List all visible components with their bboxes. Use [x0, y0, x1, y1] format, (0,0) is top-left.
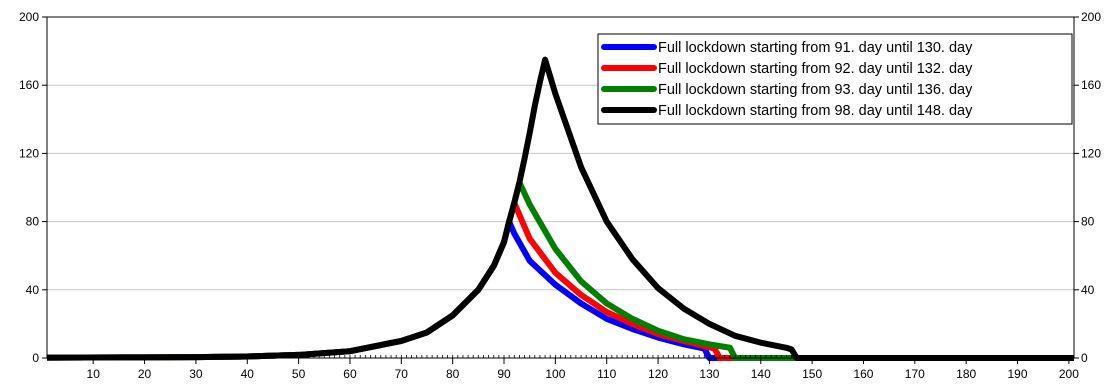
- y-tick-label-left: 80: [26, 215, 40, 229]
- x-tick-label: 150: [802, 367, 822, 381]
- y-tick-label-left: 200: [19, 10, 39, 24]
- x-tick-label: 40: [241, 367, 255, 381]
- x-tick-label: 70: [395, 367, 409, 381]
- x-tick-label: 20: [138, 367, 152, 381]
- legend-label: Full lockdown starting from 92. day unti…: [658, 61, 973, 77]
- x-tick-label: 190: [1007, 367, 1027, 381]
- series-line-3: [46, 179, 1074, 361]
- x-tick-label: 170: [905, 367, 925, 381]
- x-tick-label: 180: [956, 367, 976, 381]
- x-tick-label: 140: [751, 367, 771, 381]
- x-tick-label: 10: [87, 367, 101, 381]
- x-tick-label: 60: [343, 367, 357, 381]
- x-tick-label: 130: [699, 367, 719, 381]
- y-tick-label-right: 120: [1081, 146, 1101, 160]
- y-axis-right: 0 40 80 120 160 200: [1074, 10, 1101, 365]
- x-tick-label: 120: [648, 367, 668, 381]
- x-axis: 10 20 30 40 50 60 70 80 90 100 110 120 130 140 150 160 1…: [46, 355, 1079, 381]
- y-tick-label-right: 160: [1081, 78, 1101, 92]
- legend-label: Full lockdown starting from 93. day unti…: [658, 82, 973, 98]
- y-tick-label-right: 0: [1081, 351, 1088, 365]
- series-lines: [46, 56, 1074, 361]
- x-tick-label: 90: [497, 367, 511, 381]
- x-tick-label: 80: [446, 367, 460, 381]
- y-tick-label-left: 120: [19, 146, 39, 160]
- x-tick-label: 100: [545, 367, 565, 381]
- x-tick-label: 160: [853, 367, 873, 381]
- y-axis-left: 0 40 80 120 160 200: [19, 10, 47, 365]
- y-tick-label-right: 200: [1081, 10, 1101, 24]
- x-tick-label: 200: [1059, 367, 1079, 381]
- legend-label: Full lockdown starting from 91. day unti…: [658, 40, 973, 56]
- series-line-2: [46, 199, 1074, 361]
- x-tick-label: 110: [597, 367, 616, 381]
- y-tick-label-right: 80: [1081, 215, 1095, 229]
- y-tick-label-right: 40: [1081, 283, 1095, 297]
- y-tick-label-left: 40: [26, 283, 40, 297]
- y-tick-label-left: 160: [19, 78, 39, 92]
- legend-label: Full lockdown starting from 98. day unti…: [658, 103, 973, 119]
- x-tick-label: 30: [189, 367, 203, 381]
- series-line-4: [46, 56, 1074, 361]
- legend-box: [597, 33, 1073, 125]
- legend: Full lockdown starting from 91. day unti…: [597, 33, 1073, 125]
- y-tick-label-left: 0: [32, 351, 39, 365]
- x-tick-label: 50: [292, 367, 306, 381]
